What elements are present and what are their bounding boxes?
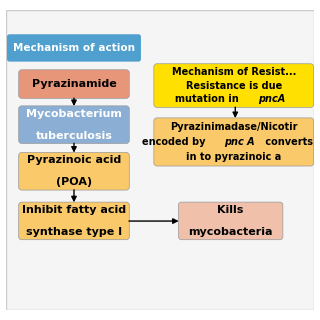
- Text: (POA): (POA): [56, 177, 92, 187]
- FancyBboxPatch shape: [6, 10, 314, 310]
- Text: Mechanism of action: Mechanism of action: [13, 43, 135, 53]
- FancyBboxPatch shape: [19, 70, 129, 98]
- Text: Pyrazinimadase/Nicotir: Pyrazinimadase/Nicotir: [170, 122, 298, 132]
- FancyBboxPatch shape: [154, 118, 314, 166]
- FancyBboxPatch shape: [154, 64, 314, 108]
- Text: encoded by: encoded by: [142, 137, 209, 147]
- Text: Mycobacterium: Mycobacterium: [26, 108, 122, 119]
- Text: Pyrazinoic acid: Pyrazinoic acid: [27, 155, 121, 165]
- Text: pnc A: pnc A: [225, 137, 255, 147]
- Text: mutation in: mutation in: [175, 94, 242, 104]
- Text: Mechanism of Resist...: Mechanism of Resist...: [172, 68, 296, 77]
- Text: Inhibit fatty acid: Inhibit fatty acid: [22, 205, 126, 215]
- Text: Kills: Kills: [218, 205, 244, 215]
- Text: synthase type I: synthase type I: [26, 227, 122, 237]
- Text: Pyrazinamide: Pyrazinamide: [32, 79, 116, 89]
- Text: in to pyrazinoic a: in to pyrazinoic a: [186, 152, 281, 162]
- FancyBboxPatch shape: [19, 202, 129, 240]
- FancyBboxPatch shape: [19, 106, 129, 143]
- Text: Resistance is due: Resistance is due: [186, 81, 282, 91]
- Text: mycobacteria: mycobacteria: [188, 227, 273, 237]
- FancyBboxPatch shape: [19, 153, 129, 190]
- Text: tuberculosis: tuberculosis: [36, 131, 112, 141]
- FancyBboxPatch shape: [179, 202, 283, 240]
- FancyBboxPatch shape: [7, 34, 141, 62]
- Text: converts: converts: [262, 137, 314, 147]
- Text: pncA: pncA: [258, 94, 285, 104]
